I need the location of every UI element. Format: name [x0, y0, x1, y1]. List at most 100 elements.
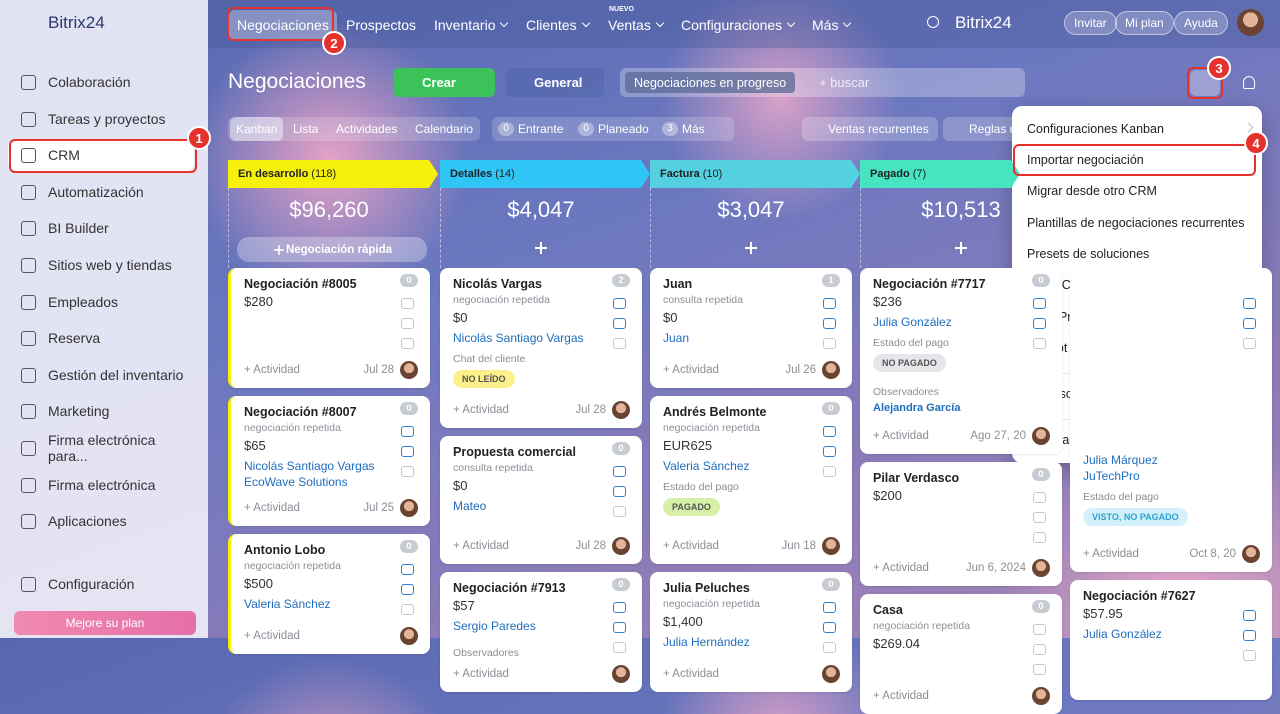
- card-icon[interactable]: [823, 318, 836, 329]
- category-button[interactable]: General: [506, 68, 604, 97]
- card-icon[interactable]: [401, 446, 414, 457]
- add-card-button[interactable]: [534, 241, 548, 255]
- upgrade-button[interactable]: Mejore su plan: [14, 611, 196, 635]
- counter-label[interactable]: Planeado: [598, 122, 649, 136]
- card-icon[interactable]: [1243, 650, 1256, 661]
- card-icon[interactable]: [1033, 512, 1046, 523]
- card-contact[interactable]: Juan: [663, 331, 690, 345]
- card-icon[interactable]: [1243, 298, 1256, 309]
- add-activity[interactable]: + Actividad: [873, 562, 929, 574]
- card-icon[interactable]: [1033, 624, 1046, 635]
- card-icon[interactable]: [401, 318, 414, 329]
- deal-card[interactable]: Negociación #8007 negociación repetida $65…: [228, 396, 430, 526]
- card-icon[interactable]: [613, 338, 626, 349]
- counter-label[interactable]: Entrante: [518, 122, 564, 136]
- top-button[interactable]: Mi plan: [1115, 11, 1174, 35]
- add-activity[interactable]: + Actividad: [663, 364, 719, 376]
- quick-add-button[interactable]: Negociación rápida: [237, 237, 427, 262]
- card-contact[interactable]: Julia González: [873, 315, 952, 329]
- view-tab[interactable]: Actividades: [336, 122, 398, 136]
- card-icon[interactable]: [823, 622, 836, 633]
- card-icon[interactable]: [613, 318, 626, 329]
- nav-item[interactable]: Clientes: [518, 10, 597, 40]
- sidebar-item[interactable]: Empleados: [8, 286, 194, 318]
- deal-card[interactable]: Negociación #7913 $57 Sergio Paredes Observ…: [440, 572, 642, 692]
- view-button[interactable]: Reglas d: [943, 117, 1026, 141]
- deal-card[interactable]: Julia Márquez JuTechPro Estado del pago VIS…: [1070, 268, 1272, 572]
- sidebar-item[interactable]: Sitios web y tiendas: [8, 249, 194, 281]
- add-activity[interactable]: + Actividad: [873, 430, 929, 442]
- menu-item[interactable]: Configuraciones Kanban: [1027, 122, 1164, 136]
- card-icon[interactable]: [1033, 492, 1046, 503]
- sidebar-item[interactable]: Reserva: [8, 322, 194, 354]
- sidebar-item[interactable]: Tareas y proyectos: [8, 103, 194, 135]
- counter-label[interactable]: Más: [682, 122, 705, 136]
- card-contact[interactable]: Julia González: [1083, 627, 1162, 641]
- card-icon[interactable]: [823, 338, 836, 349]
- filter-chip[interactable]: Negociaciones en progreso: [625, 72, 796, 93]
- card-icon[interactable]: [1243, 338, 1256, 349]
- card-contact[interactable]: Nicolás Santiago Vargas: [453, 331, 584, 345]
- sidebar-item[interactable]: Aplicaciones: [8, 505, 194, 537]
- sidebar-item[interactable]: BI Builder: [8, 212, 194, 244]
- deal-card[interactable]: Juan consulta repetida $0 Juan 1 + Actividad J…: [650, 268, 852, 388]
- sidebar-item[interactable]: Configuración: [8, 568, 194, 600]
- card-icon[interactable]: [613, 298, 626, 309]
- view-button[interactable]: Ventas recurrentes: [802, 117, 938, 141]
- card-icon[interactable]: [823, 298, 836, 309]
- card-contact[interactable]: Nicolás Santiago Vargas: [244, 459, 375, 473]
- deal-card[interactable]: Pilar Verdasco $200 0 + Actividad Jun 6, 202…: [860, 462, 1062, 586]
- card-contact[interactable]: Julia Márquez: [1083, 453, 1158, 467]
- card-icon[interactable]: [1243, 630, 1256, 641]
- card-icon[interactable]: [823, 602, 836, 613]
- add-activity[interactable]: + Actividad: [1083, 548, 1139, 560]
- card-icon[interactable]: [1033, 532, 1046, 543]
- sidebar-item[interactable]: Colaboración: [8, 66, 194, 98]
- card-contact[interactable]: Mateo: [453, 499, 487, 513]
- view-tab[interactable]: Lista: [293, 122, 319, 136]
- deal-card[interactable]: Nicolás Vargas negociación repetida $0 Nico…: [440, 268, 642, 428]
- card-icon[interactable]: [613, 486, 626, 497]
- card-contact[interactable]: Valeria Sánchez: [244, 597, 331, 611]
- card-icon[interactable]: [823, 466, 836, 477]
- notifications-button[interactable]: [1243, 76, 1255, 89]
- card-contact[interactable]: EcoWave Solutions: [244, 475, 348, 489]
- card-icon[interactable]: [1243, 610, 1256, 621]
- deal-card[interactable]: Casa negociación repetida $269.04 0 + Activi…: [860, 594, 1062, 714]
- menu-item[interactable]: Presets de soluciones: [1027, 247, 1150, 261]
- nav-item[interactable]: Inventario: [426, 10, 515, 40]
- card-contact[interactable]: Valeria Sánchez: [663, 459, 750, 473]
- deal-card[interactable]: Julia Peluches negociación repetida $1,400…: [650, 572, 852, 692]
- add-card-button[interactable]: [744, 241, 758, 255]
- add-activity[interactable]: + Actividad: [663, 540, 719, 552]
- card-icon[interactable]: [613, 602, 626, 613]
- card-contact[interactable]: JuTechPro: [1083, 469, 1140, 483]
- card-icon[interactable]: [613, 622, 626, 633]
- deal-card[interactable]: Antonio Lobo negociación repetida $500 Vale…: [228, 534, 430, 654]
- add-activity[interactable]: + Actividad: [453, 404, 509, 416]
- add-activity[interactable]: + Actividad: [453, 540, 509, 552]
- top-button[interactable]: Invitar: [1064, 11, 1117, 35]
- card-icon[interactable]: [401, 564, 414, 575]
- add-activity[interactable]: + Actividad: [244, 502, 300, 514]
- card-icon[interactable]: [823, 446, 836, 457]
- card-icon[interactable]: [1033, 644, 1046, 655]
- sidebar-item[interactable]: Firma electrónica: [8, 469, 194, 501]
- add-activity[interactable]: + Actividad: [244, 630, 300, 642]
- logo[interactable]: Bitrix24: [48, 13, 105, 32]
- menu-item[interactable]: Migrar desde otro CRM: [1027, 184, 1157, 198]
- filter-box[interactable]: Negociaciones en progreso + buscar: [620, 68, 1025, 97]
- search-input[interactable]: + buscar: [819, 75, 870, 90]
- sidebar-item[interactable]: CRM: [8, 139, 194, 172]
- card-icon[interactable]: [613, 642, 626, 653]
- deal-card[interactable]: Andrés Belmonte negociación repetida EUR62…: [650, 396, 852, 564]
- nav-item[interactable]: Configuraciones: [673, 10, 802, 40]
- search-icon[interactable]: [927, 16, 939, 28]
- card-contact[interactable]: Julia Hernández: [663, 635, 750, 649]
- sidebar-item[interactable]: Marketing: [8, 395, 194, 427]
- card-icon[interactable]: [613, 506, 626, 517]
- card-icon[interactable]: [401, 584, 414, 595]
- card-icon[interactable]: [401, 426, 414, 437]
- card-icon[interactable]: [613, 466, 626, 477]
- card-icon[interactable]: [401, 604, 414, 615]
